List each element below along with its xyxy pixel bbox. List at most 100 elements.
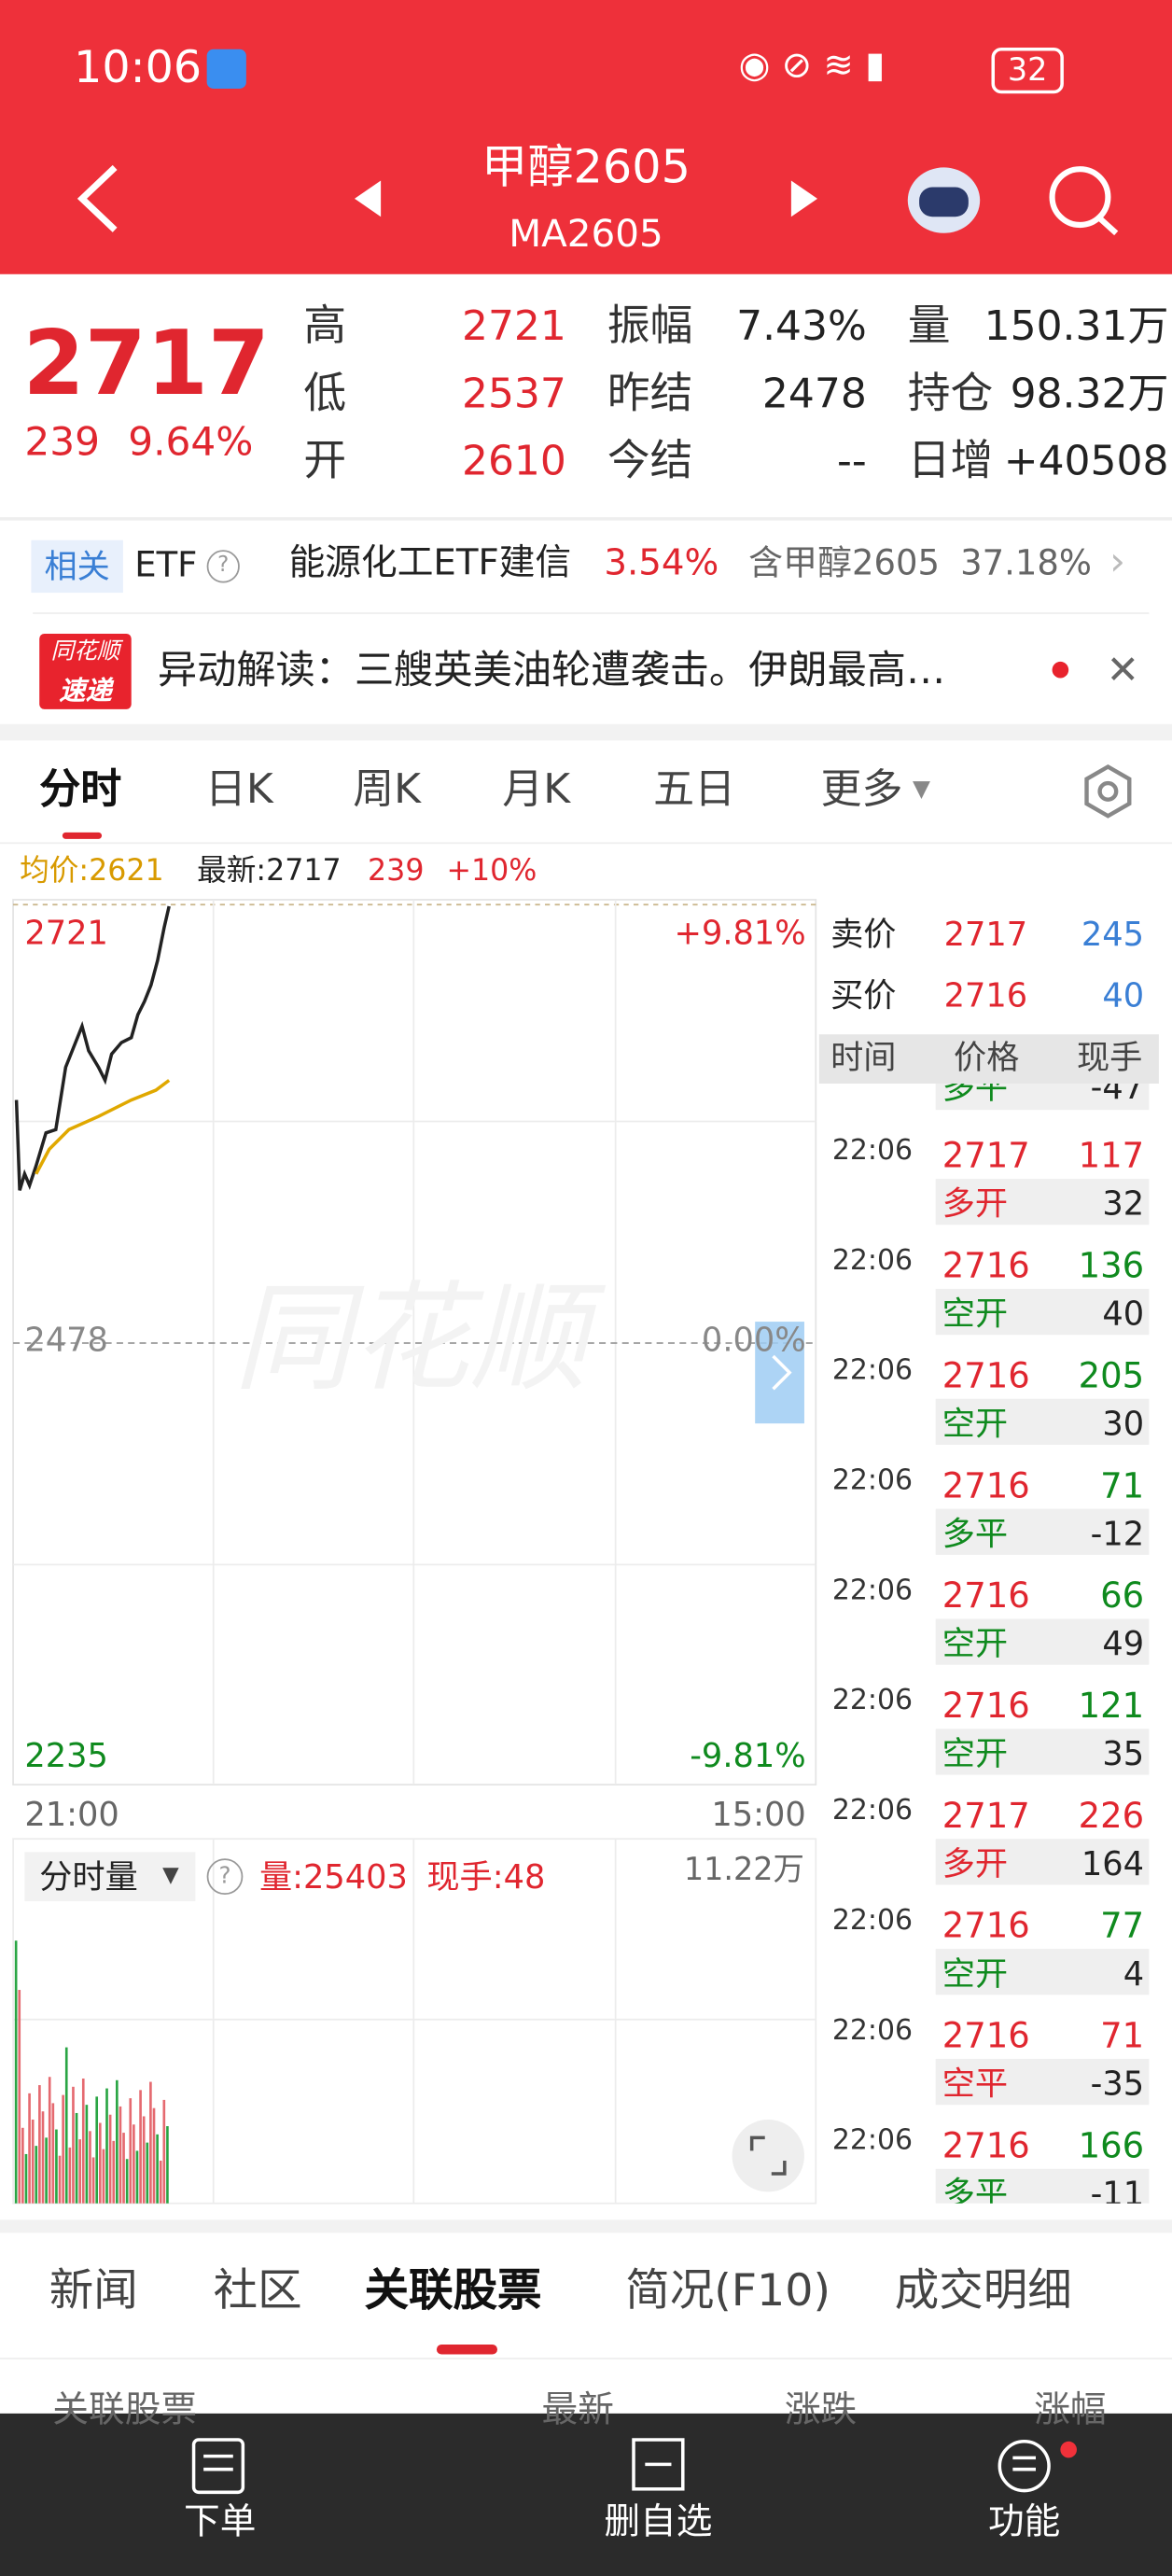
trade-time: 22:06	[831, 2014, 914, 2048]
volume-bar	[28, 2093, 31, 2204]
fullscreen-button[interactable]	[732, 2119, 804, 2192]
book-label: 卖价	[830, 914, 897, 955]
trade-type: 多平	[942, 1084, 1009, 1107]
help-icon[interactable]: ?	[206, 1858, 244, 1896]
etf-label: ETF	[134, 545, 198, 585]
grid	[12, 899, 817, 2205]
trade-row-bg	[935, 1288, 1150, 1336]
trade-volume: 77	[1100, 1906, 1145, 1946]
settings-icon[interactable]	[1080, 763, 1136, 819]
volume-bar	[24, 2153, 28, 2204]
trade-time: 22:06	[831, 1904, 914, 1938]
volume-bar	[55, 2129, 58, 2204]
nav-item[interactable]: 下单	[183, 2501, 257, 2543]
book-header: 时间	[830, 1037, 897, 1077]
volume-bar	[142, 2116, 146, 2204]
trade-time: 22:06	[831, 2124, 914, 2158]
trade-type: 空开	[942, 1404, 1009, 1444]
axis-middle-percent: 0.00%	[701, 1320, 806, 1360]
header-bar	[0, 0, 1172, 274]
divider	[0, 2358, 1172, 2359]
trade-volume: 205	[1078, 1356, 1145, 1396]
chart-tab[interactable]: 更多	[820, 764, 903, 813]
nav-item[interactable]: 功能	[987, 2501, 1061, 2543]
table-header: 关联股票	[52, 2390, 198, 2432]
stat-value: 2478	[761, 369, 867, 417]
table-header: 最新	[541, 2390, 614, 2432]
content-tab[interactable]: 新闻	[49, 2265, 138, 2317]
news-text[interactable]: 异动解读：三艘英美油轮遭袭击。伊朗最高…	[157, 647, 946, 693]
trade-time: 22:06	[831, 1684, 914, 1718]
stat-value: 2610	[461, 436, 566, 484]
chart-percent: +10%	[446, 853, 537, 889]
trade-row-bg	[935, 1084, 1150, 1111]
trade-price: 2716	[942, 1356, 1030, 1396]
trade-oi: 40	[1102, 1294, 1145, 1334]
stat-label: 昨结	[607, 369, 693, 419]
chevron[interactable]: ›	[1109, 538, 1126, 585]
chart-tab[interactable]: 分时	[39, 764, 122, 813]
trade-type: 空开	[942, 1733, 1009, 1773]
volume-bar	[45, 2137, 48, 2204]
expand-panel[interactable]	[755, 1322, 804, 1424]
trade-type: 多平	[942, 2174, 1009, 2204]
etf-percent: 3.54%	[604, 543, 719, 585]
axis-top: 2721	[24, 913, 108, 953]
trade-price: 2716	[942, 1575, 1030, 1616]
trade-price: 2717	[942, 1796, 1030, 1836]
stat-value: +40508	[1003, 436, 1169, 484]
back-button[interactable]	[77, 164, 118, 232]
volume-selector[interactable]	[24, 1852, 196, 1902]
etf-name[interactable]: 能源化工ETF建信	[288, 543, 572, 585]
volume-bar	[102, 2149, 105, 2204]
close-button[interactable]: ✕	[1106, 647, 1140, 693]
trade-price: 2716	[942, 2016, 1030, 2056]
content-tab[interactable]: 社区	[213, 2265, 302, 2317]
content-tab[interactable]: 简况(F10)	[625, 2265, 831, 2317]
trade-type: 空开	[942, 1294, 1009, 1334]
volume-bar	[146, 2142, 149, 2204]
chart-tab[interactable]: 五日	[653, 764, 736, 813]
volume-bar	[116, 2079, 119, 2204]
help-icon[interactable]: ?	[206, 550, 240, 583]
divider	[0, 2219, 1172, 2233]
volume-bar	[139, 2090, 142, 2204]
trade-oi: 4	[1123, 1953, 1145, 1994]
battery: 32	[991, 48, 1064, 94]
content-tab[interactable]: 成交明细	[894, 2265, 1072, 2317]
volume-bar	[78, 2139, 81, 2204]
volume: 量:25403	[258, 1856, 408, 1897]
stat-value: 2721	[461, 301, 566, 350]
next-button[interactable]	[790, 180, 818, 217]
table-header: 涨跌	[784, 2390, 858, 2432]
stat-label: 今结	[607, 436, 693, 486]
prev-button[interactable]	[354, 180, 382, 217]
nav-item[interactable]: 删自选	[604, 2501, 713, 2543]
trade-price: 2716	[942, 1246, 1030, 1286]
content-tab[interactable]: 关联股票	[364, 2265, 542, 2317]
etf-holding-percent: 37.18%	[960, 543, 1092, 583]
stat-label: 量	[907, 301, 951, 352]
stat-value: --	[837, 436, 867, 484]
book-volume: 245	[1081, 914, 1145, 955]
chart-tab[interactable]: 月K	[502, 764, 571, 813]
chart-tab[interactable]: 日K	[204, 764, 273, 813]
price-line	[14, 905, 171, 1191]
dropdown-arrow: ▼	[162, 1863, 179, 1888]
stat-value: 7.43%	[736, 301, 867, 350]
stat-label: 日增	[907, 436, 994, 486]
volume-selector-text[interactable]: 分时量	[39, 1856, 138, 1897]
trade-oi: -11	[1090, 2174, 1145, 2204]
search-button[interactable]	[1049, 166, 1111, 229]
stat-label: 开	[303, 436, 347, 486]
trade-row-bg	[935, 1618, 1150, 1665]
volume-bar	[129, 2098, 133, 2204]
volume-bar	[133, 2124, 135, 2204]
trade-row-bg	[935, 1949, 1150, 1995]
book-price: 2716	[943, 974, 1028, 1015]
trade-row-bg	[935, 1508, 1150, 1555]
chart-tab[interactable]: 周K	[353, 764, 422, 813]
trade-volume: 66	[1100, 1575, 1145, 1616]
trade-oi: 164	[1081, 1843, 1145, 1883]
tab-underline	[62, 832, 103, 839]
